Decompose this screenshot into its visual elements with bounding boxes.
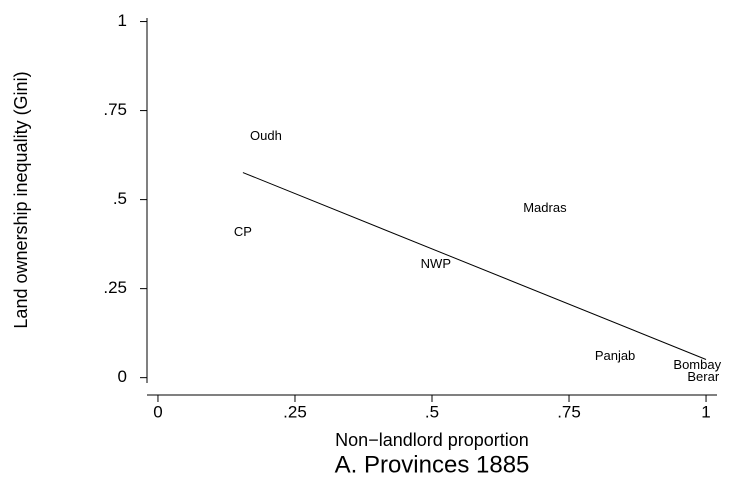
- x-tick-label: .25: [283, 402, 307, 421]
- x-tick-label: .5: [425, 402, 439, 421]
- y-axis-label: Land ownership inequality (Gini): [11, 71, 31, 328]
- fit-line: [242, 172, 707, 360]
- x-tick-label: .75: [557, 402, 581, 421]
- y-tick-label: 1: [118, 11, 127, 30]
- x-tick-label: 1: [701, 402, 710, 421]
- x-axis-label: Non−landlord proportion: [335, 430, 529, 450]
- point-label: CP: [234, 224, 252, 239]
- y-tick-label: .75: [103, 100, 127, 119]
- y-tick-label: .25: [103, 278, 127, 297]
- point-label: Oudh: [250, 128, 282, 143]
- y-tick-label: 0: [118, 367, 127, 386]
- point-label: Panjab: [595, 348, 635, 363]
- point-label: NWP: [421, 256, 451, 271]
- chart-title: A. Provinces 1885: [335, 451, 530, 478]
- point-label: Madras: [523, 200, 567, 215]
- y-tick-label: .5: [113, 189, 127, 208]
- point-label: Berar: [687, 369, 719, 384]
- x-tick-label: 0: [153, 402, 162, 421]
- point-label: Bombay: [673, 357, 721, 372]
